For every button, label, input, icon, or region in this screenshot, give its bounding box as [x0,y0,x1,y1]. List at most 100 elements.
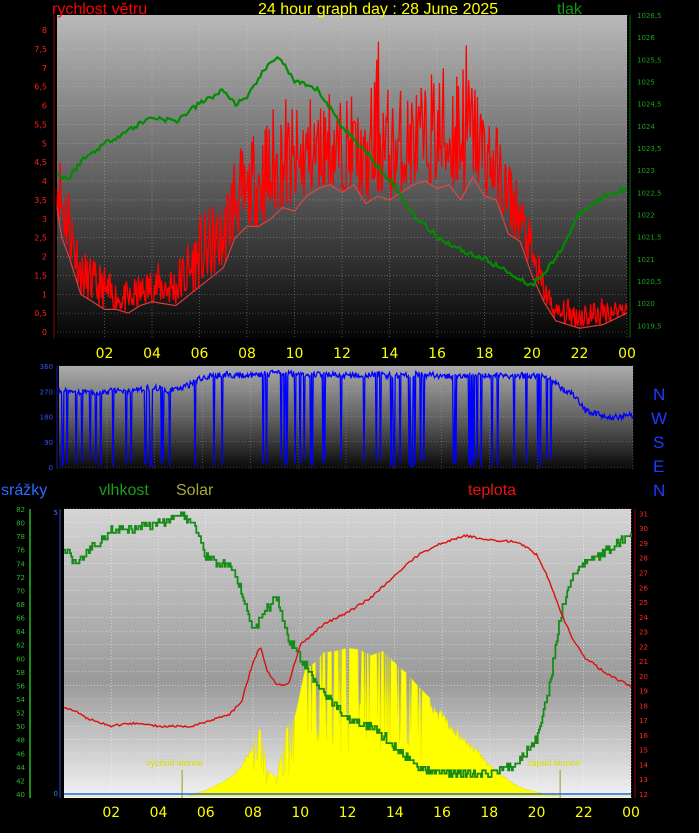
series-wind-mean [56,176,628,329]
wind-speed-tick-label: 7,5 [34,45,47,54]
humidity-tick-label: 46 [16,750,25,758]
humidity-temperature-hour-tick-label: 00 [622,805,640,821]
temperature-tick-label: 14 [639,761,648,769]
temperature-tick-label: 12 [639,791,648,799]
temperature-tick-label: 18 [639,702,648,710]
precip-tick-label: 0 [54,790,58,798]
humidity-temperature-hour-tick-label: 04 [150,805,168,821]
pressure-tick-label: 1026,5 [637,12,662,20]
wind-speed-tick-label: 2,5 [34,234,47,243]
wind-pressure-hour-tick-label: 14 [381,346,399,362]
wind-pressure-hour-tick-label: 04 [143,346,161,362]
pressure-tick-label: 1021,5 [637,234,662,242]
wind-speed-tick-label: 6,5 [34,83,47,92]
pressure-tick-label: 1026 [637,34,655,42]
humidity-tick-label: 80 [16,520,25,528]
humidity-tick-label: 64 [16,628,25,636]
wind-pressure-hour-tick-label: 20 [523,346,541,362]
pressure-tick-label: 1025,5 [637,56,662,64]
wind-speed-tick-label: 7 [42,64,47,73]
wind-speed-tick-label: 3 [42,215,47,224]
humidity-tick-label: 66 [16,615,25,623]
humidity-tick-label: 58 [16,669,25,677]
temperature-tick-label: 21 [639,658,648,666]
humidity-tick-label: 48 [16,737,25,745]
wind-speed-tick-label: 3,5 [34,196,47,205]
temperature-tick-label: 26 [639,584,648,592]
graph-title: 24 hour graph day : 28 June 2025 [258,1,499,18]
humidity-temperature-hour-tick-label: 06 [197,805,215,821]
humidity-tick-label: 72 [16,574,25,582]
pressure-tick-label: 1023 [637,167,655,175]
series-pressure [56,55,628,288]
temperature-tick-label: 20 [639,673,648,681]
series-solar [64,647,631,797]
humidity-tick-label: 82 [16,506,25,514]
solar-label: Solar [176,482,214,499]
temperature-tick-label: 28 [639,555,648,563]
series-temperature [64,533,632,728]
direction-label-e: E [653,457,665,476]
humidity-temperature-hour-tick-label: 20 [528,805,546,821]
temperature-tick-label: 23 [639,629,648,637]
pressure-tick-label: 1024,5 [637,101,662,109]
pressure-label: tlak [557,1,582,18]
wind-speed-tick-label: 0,5 [34,309,47,318]
humidity-tick-label: 70 [16,587,25,595]
humidity-tick-label: 76 [16,547,25,555]
temperature-tick-label: 30 [639,525,648,533]
humidity-label: vlhkost [99,482,149,499]
pressure-tick-label: 1019,5 [637,322,662,330]
humidity-temperature-hour-tick-label: 02 [102,805,120,821]
wind-pressure-hour-tick-label: 10 [286,346,304,362]
pressure-tick-label: 1023,5 [637,145,662,153]
wind-speed-tick-label: 2 [42,253,47,262]
temperature-tick-label: 29 [639,540,648,548]
sunrise-label: východ slunce [146,758,204,768]
temperature-tick-label: 24 [639,614,648,622]
humidity-tick-label: 74 [16,560,25,568]
humidity-temperature-hour-tick-label: 10 [291,805,309,821]
wind-speed-tick-label: 6 [42,102,47,111]
wind-speed-tick-label: 8 [42,26,47,35]
wind-speed-tick-label: 5 [42,139,47,148]
sunset-label: západ slunce [527,758,581,768]
pressure-tick-label: 1022,5 [637,189,662,197]
humidity-tick-label: 60 [16,655,25,663]
humidity-tick-label: 68 [16,601,25,609]
direction-label-n-bottom: N [653,481,666,500]
humidity-tick-label: 78 [16,533,25,541]
wind-direction-tick-label: 180 [40,414,53,422]
wind-speed-tick-label: 4 [42,177,47,186]
temperature-tick-label: 27 [639,569,648,577]
wind-pressure-hour-tick-label: 12 [333,346,351,362]
humidity-tick-label: 42 [16,777,25,785]
temperature-tick-label: 13 [639,776,648,784]
humidity-tick-label: 40 [16,791,25,799]
humidity-tick-label: 44 [16,764,25,772]
wind-pressure-hour-tick-label: 06 [191,346,209,362]
temperature-tick-label: 25 [639,599,648,607]
humidity-tick-label: 56 [16,682,25,690]
wind-pressure-hour-tick-label: 08 [238,346,256,362]
pressure-tick-label: 1024 [637,123,655,131]
precip-label: srážky [1,482,48,499]
temperature-tick-label: 16 [639,732,648,740]
pressure-tick-label: 1025 [637,79,655,87]
wind-speed-label: rychlost větru [52,1,148,18]
temperature-label: teplota [468,482,517,499]
direction-label-s: S [653,433,665,452]
temperature-tick-label: 19 [639,688,648,696]
wind-direction-tick-label: 90 [44,439,53,447]
pressure-tick-label: 1022 [637,212,655,220]
wind-speed-tick-label: 1 [42,290,47,299]
wind-pressure-hour-tick-label: 22 [571,346,589,362]
wind-pressure-hour-tick-label: 02 [96,346,114,362]
humidity-temperature-hour-tick-label: 22 [575,805,593,821]
wind-direction-tick-label: 270 [40,388,53,396]
humidity-temperature-hour-tick-label: 14 [386,805,404,821]
humidity-tick-label: 54 [16,696,25,704]
wind-pressure-hour-tick-label: 00 [618,346,636,362]
humidity-tick-label: 50 [16,723,25,731]
